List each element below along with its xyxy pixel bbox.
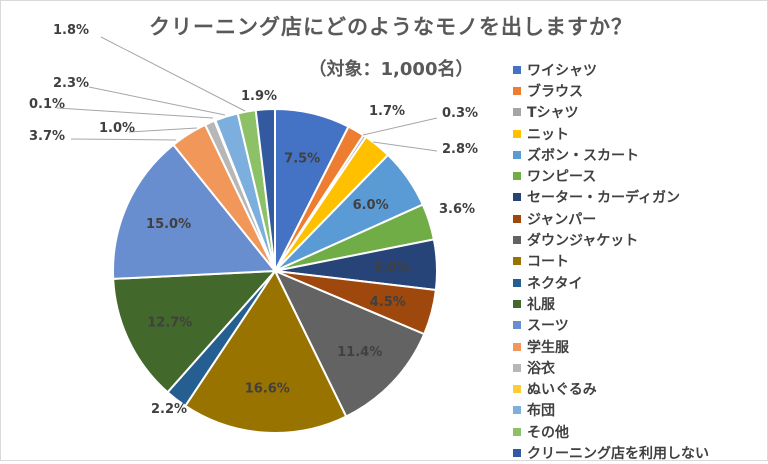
data-label: 15.0% [146,217,191,232]
legend-swatch [513,342,521,351]
data-label: 11.4% [337,345,382,360]
legend-item: 布団 [513,400,709,421]
data-label: 7.5% [284,152,320,167]
legend-label: クリーニング店を利用しない [527,445,709,462]
data-label: 1.0% [99,121,135,136]
legend-label: ネクタイ [527,275,583,292]
chart-subtitle: （対象：1,000名） [308,59,474,80]
data-label: 1.9% [241,89,277,104]
legend-item: ダウンジャケット [513,229,709,250]
legend-label: 布団 [527,403,555,420]
legend-swatch [513,129,521,138]
data-label: 0.3% [442,106,478,121]
data-label: 1.8% [53,23,89,38]
legend-label: 学生服 [527,339,569,356]
legend-label: ワイシャツ [527,62,597,79]
legend-swatch [513,278,521,287]
legend-label: 礼服 [527,296,555,313]
legend-item: クリーニング店を利用しない [513,442,709,463]
legend-item: 礼服 [513,293,709,314]
legend-label: ニット [527,126,569,143]
legend-label: ぬいぐるみ [527,382,597,399]
legend-swatch [513,299,521,308]
data-label: 12.7% [147,315,192,330]
pie-slice [183,268,348,434]
pie-slice [272,269,426,418]
legend-swatch [513,236,521,245]
legend-label: ダウンジャケット [527,233,639,250]
legend-item: ニット [513,123,709,144]
data-label: 2.3% [53,76,89,91]
legend-item: その他 [513,421,709,442]
legend-item: ワイシャツ [513,59,709,80]
legend-label: ズボン・スカート [527,147,639,164]
legend-item: ネクタイ [513,272,709,293]
legend-item: Tシャツ [513,102,709,123]
legend-item: ズボン・スカート [513,144,709,165]
legend: ワイシャツブラウス Tシャツニットズボン・スカート ワンピースセーター・カーディガン… [513,59,709,464]
leader-line [100,36,246,112]
data-label: 2.2% [151,402,187,417]
legend-label: ブラウス [527,83,583,100]
legend-item: ぬいぐるみ [513,378,709,399]
legend-item: コート [513,251,709,272]
legend-swatch [513,385,521,394]
legend-swatch [513,321,521,330]
data-label: 0.1% [29,97,65,112]
legend-swatch [513,65,521,74]
leader-line [56,107,214,119]
leader-line [362,117,438,136]
legend-swatch [513,363,521,372]
legend-item: ワンピース [513,165,709,186]
data-label: 1.7% [369,104,405,119]
pie-slice [254,107,276,272]
data-label: 6.0% [353,198,389,213]
legend-swatch [513,150,521,159]
leader-line [372,141,438,152]
leader-line [128,127,198,133]
legend-item: スーツ [513,315,709,336]
data-label: 3.6% [439,202,475,217]
legend-swatch [513,193,521,202]
legend-label: コート [527,254,569,271]
legend-swatch [513,427,521,436]
legend-label: セーター・カーディガン [527,190,681,207]
leader-line [88,86,226,116]
data-label: 16.6% [245,381,290,396]
legend-label: ワンピース [527,169,597,186]
pie-slice [112,143,278,280]
legend-item: ブラウス [513,80,709,101]
legend-item: ジャンパー [513,208,709,229]
pie-slice [112,269,278,394]
legend-swatch [513,172,521,181]
legend-swatch [513,86,521,95]
data-label: 4.5% [370,295,406,310]
data-label: 5.0% [374,260,410,275]
legend-label: Tシャツ [527,105,579,122]
legend-item: 学生服 [513,336,709,357]
legend-item: 浴衣 [513,357,709,378]
data-label: 3.7% [29,129,65,144]
legend-label: スーツ [527,318,569,335]
legend-swatch [513,448,521,457]
legend-swatch [513,406,521,415]
legend-swatch [513,257,521,266]
legend-label: その他 [527,424,569,441]
legend-label: 浴衣 [527,360,555,377]
chart-title: クリーニング店にどのようなモノを出しますか？ [149,15,633,39]
legend-label: ジャンパー [527,211,597,228]
legend-swatch [513,214,521,223]
data-label: 2.8% [442,142,478,157]
legend-item: セーター・カーディガン [513,187,709,208]
legend-swatch [513,108,521,117]
leader-line [70,138,177,141]
